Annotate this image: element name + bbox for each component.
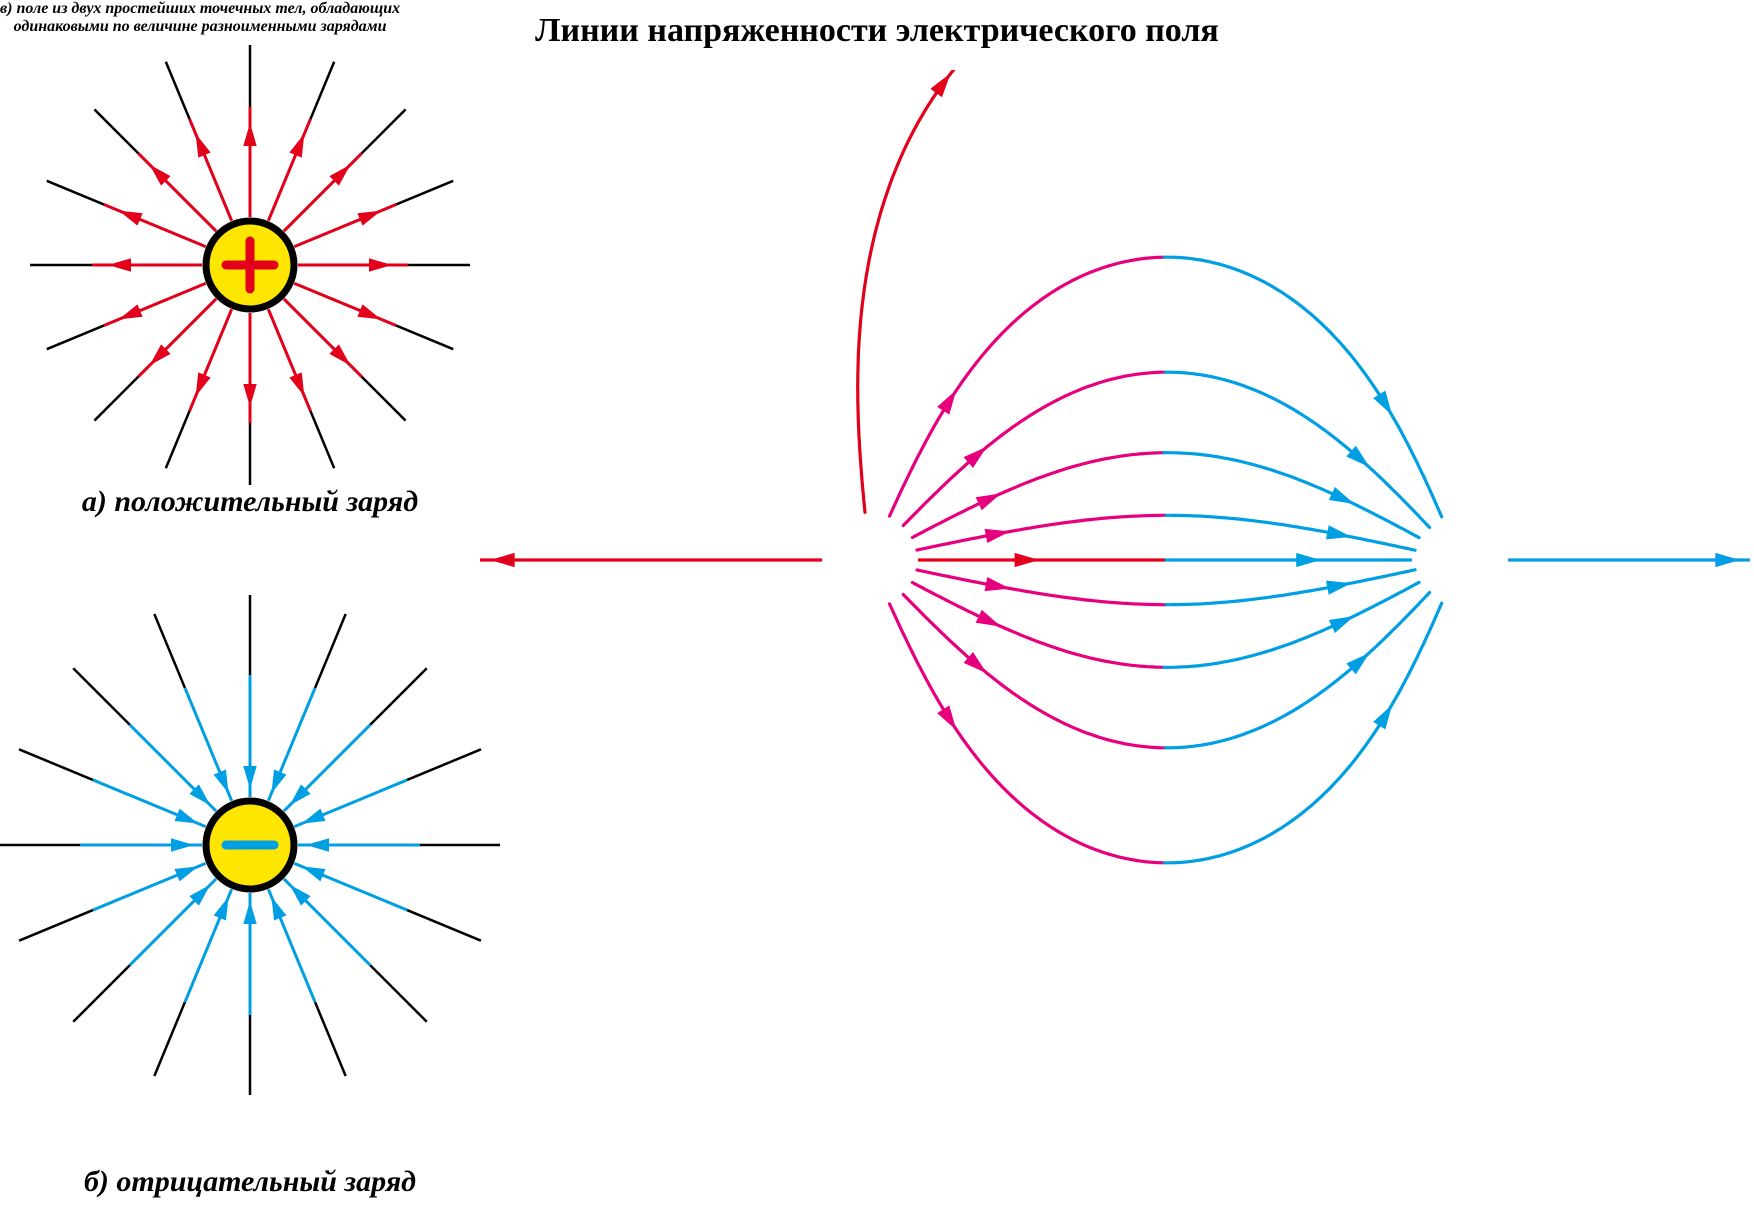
- caption-b: б) отрицательный заряд: [20, 1165, 480, 1199]
- caption-a: а) положительный заряд: [20, 485, 480, 519]
- caption-c-line2: одинаковыми по величине разноименными за…: [14, 18, 387, 35]
- panel-a-diagram: [10, 25, 490, 505]
- panel-b-diagram: [0, 575, 520, 1115]
- caption-c: в) поле из двух простейших точечных тел,…: [0, 0, 400, 36]
- caption-c-line1: в) поле из двух простейших точечных тел,…: [0, 0, 400, 17]
- panel-c-diagram: [480, 70, 1750, 1070]
